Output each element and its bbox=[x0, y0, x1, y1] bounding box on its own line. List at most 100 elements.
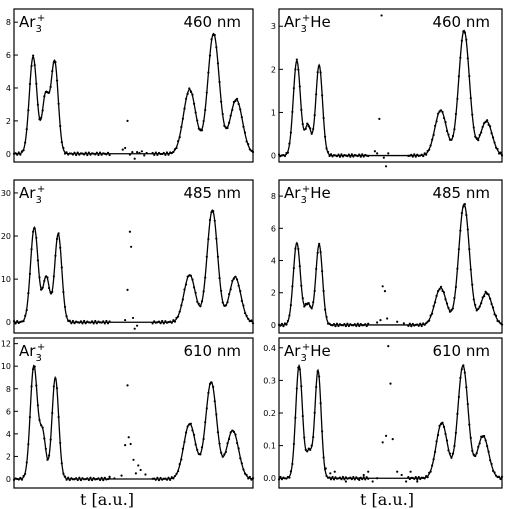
data-point bbox=[316, 71, 319, 74]
data-point bbox=[194, 291, 197, 294]
data-point bbox=[128, 230, 132, 233]
data-point bbox=[237, 284, 240, 287]
data-point bbox=[323, 308, 327, 311]
data-point bbox=[384, 165, 388, 168]
data-point bbox=[239, 457, 242, 460]
data-point bbox=[338, 476, 342, 479]
data-point bbox=[36, 404, 40, 407]
data-point bbox=[367, 322, 370, 325]
data-point bbox=[138, 151, 141, 155]
data-point bbox=[240, 299, 243, 302]
data-point bbox=[68, 152, 71, 155]
data-point bbox=[239, 108, 242, 111]
data-point bbox=[474, 454, 477, 458]
data-point bbox=[205, 91, 208, 94]
data-point bbox=[90, 320, 94, 323]
y-tick-label: 0 bbox=[6, 475, 11, 484]
data-point bbox=[332, 322, 336, 326]
data-point bbox=[47, 286, 51, 290]
data-point bbox=[251, 477, 255, 480]
data-point bbox=[81, 477, 84, 480]
data-point bbox=[434, 450, 437, 453]
data-point bbox=[199, 305, 202, 308]
data-point bbox=[419, 322, 422, 325]
data-point bbox=[81, 322, 84, 325]
data-point bbox=[105, 153, 108, 156]
data-point bbox=[367, 477, 370, 480]
data-point bbox=[38, 418, 41, 422]
panel-4: 0 2 4 6 8 10 12 Ar3+ 610 nm bbox=[1, 337, 255, 489]
data-point bbox=[98, 151, 102, 154]
data-point bbox=[20, 478, 24, 481]
data-point bbox=[448, 452, 452, 455]
data-point bbox=[247, 143, 250, 146]
data-point bbox=[365, 476, 368, 479]
data-point bbox=[169, 478, 172, 482]
data-point bbox=[218, 80, 221, 84]
data-point bbox=[283, 322, 287, 325]
data-point bbox=[462, 30, 465, 33]
data-point bbox=[131, 151, 134, 154]
data-point bbox=[51, 411, 54, 415]
data-point bbox=[213, 400, 216, 403]
data-point bbox=[28, 416, 32, 419]
data-point bbox=[328, 476, 331, 479]
data-point bbox=[422, 154, 425, 158]
data-point bbox=[358, 153, 361, 156]
data-point bbox=[25, 308, 28, 312]
data-point bbox=[309, 127, 312, 130]
data-point bbox=[416, 480, 419, 483]
data-point bbox=[28, 82, 32, 86]
data-point bbox=[192, 102, 196, 105]
data-point bbox=[364, 478, 367, 481]
data-point bbox=[429, 314, 432, 317]
data-point bbox=[322, 116, 325, 120]
data-point bbox=[447, 133, 450, 136]
data-point bbox=[312, 127, 315, 131]
data-point bbox=[444, 298, 447, 301]
data-point bbox=[338, 155, 342, 158]
data-point bbox=[295, 58, 298, 61]
data-point bbox=[172, 319, 175, 322]
data-point bbox=[68, 319, 71, 322]
data-point bbox=[184, 97, 188, 100]
data-point bbox=[38, 276, 41, 279]
data-point bbox=[131, 316, 135, 320]
data-point bbox=[359, 155, 362, 158]
data-point bbox=[216, 255, 220, 258]
data-point bbox=[486, 119, 489, 122]
data-point bbox=[192, 433, 196, 436]
data-point bbox=[108, 477, 111, 480]
data-point bbox=[156, 153, 159, 156]
data-point bbox=[355, 476, 358, 479]
data-point bbox=[89, 476, 92, 479]
data-point bbox=[192, 286, 196, 289]
data-point bbox=[205, 255, 208, 258]
data-point bbox=[321, 94, 324, 97]
data-point bbox=[106, 151, 110, 154]
data-point bbox=[191, 429, 194, 432]
panel-wavelength-label: 485 nm bbox=[432, 184, 490, 202]
data-point bbox=[475, 309, 478, 312]
data-point bbox=[36, 259, 40, 262]
data-point bbox=[469, 268, 472, 271]
data-point bbox=[67, 476, 70, 479]
data-point bbox=[426, 149, 429, 153]
data-point bbox=[52, 385, 55, 388]
data-point bbox=[159, 152, 162, 156]
fit-curve bbox=[14, 209, 254, 323]
data-point bbox=[124, 444, 127, 447]
data-point bbox=[180, 125, 183, 129]
data-point bbox=[100, 321, 103, 324]
data-point bbox=[167, 153, 170, 156]
data-point bbox=[178, 136, 181, 139]
data-point bbox=[164, 320, 167, 323]
data-point bbox=[200, 300, 204, 303]
data-point bbox=[313, 113, 316, 117]
data-point bbox=[417, 324, 420, 327]
data-point bbox=[24, 314, 27, 317]
data-point bbox=[186, 92, 189, 95]
data-point bbox=[27, 109, 30, 112]
data-point bbox=[323, 135, 327, 138]
